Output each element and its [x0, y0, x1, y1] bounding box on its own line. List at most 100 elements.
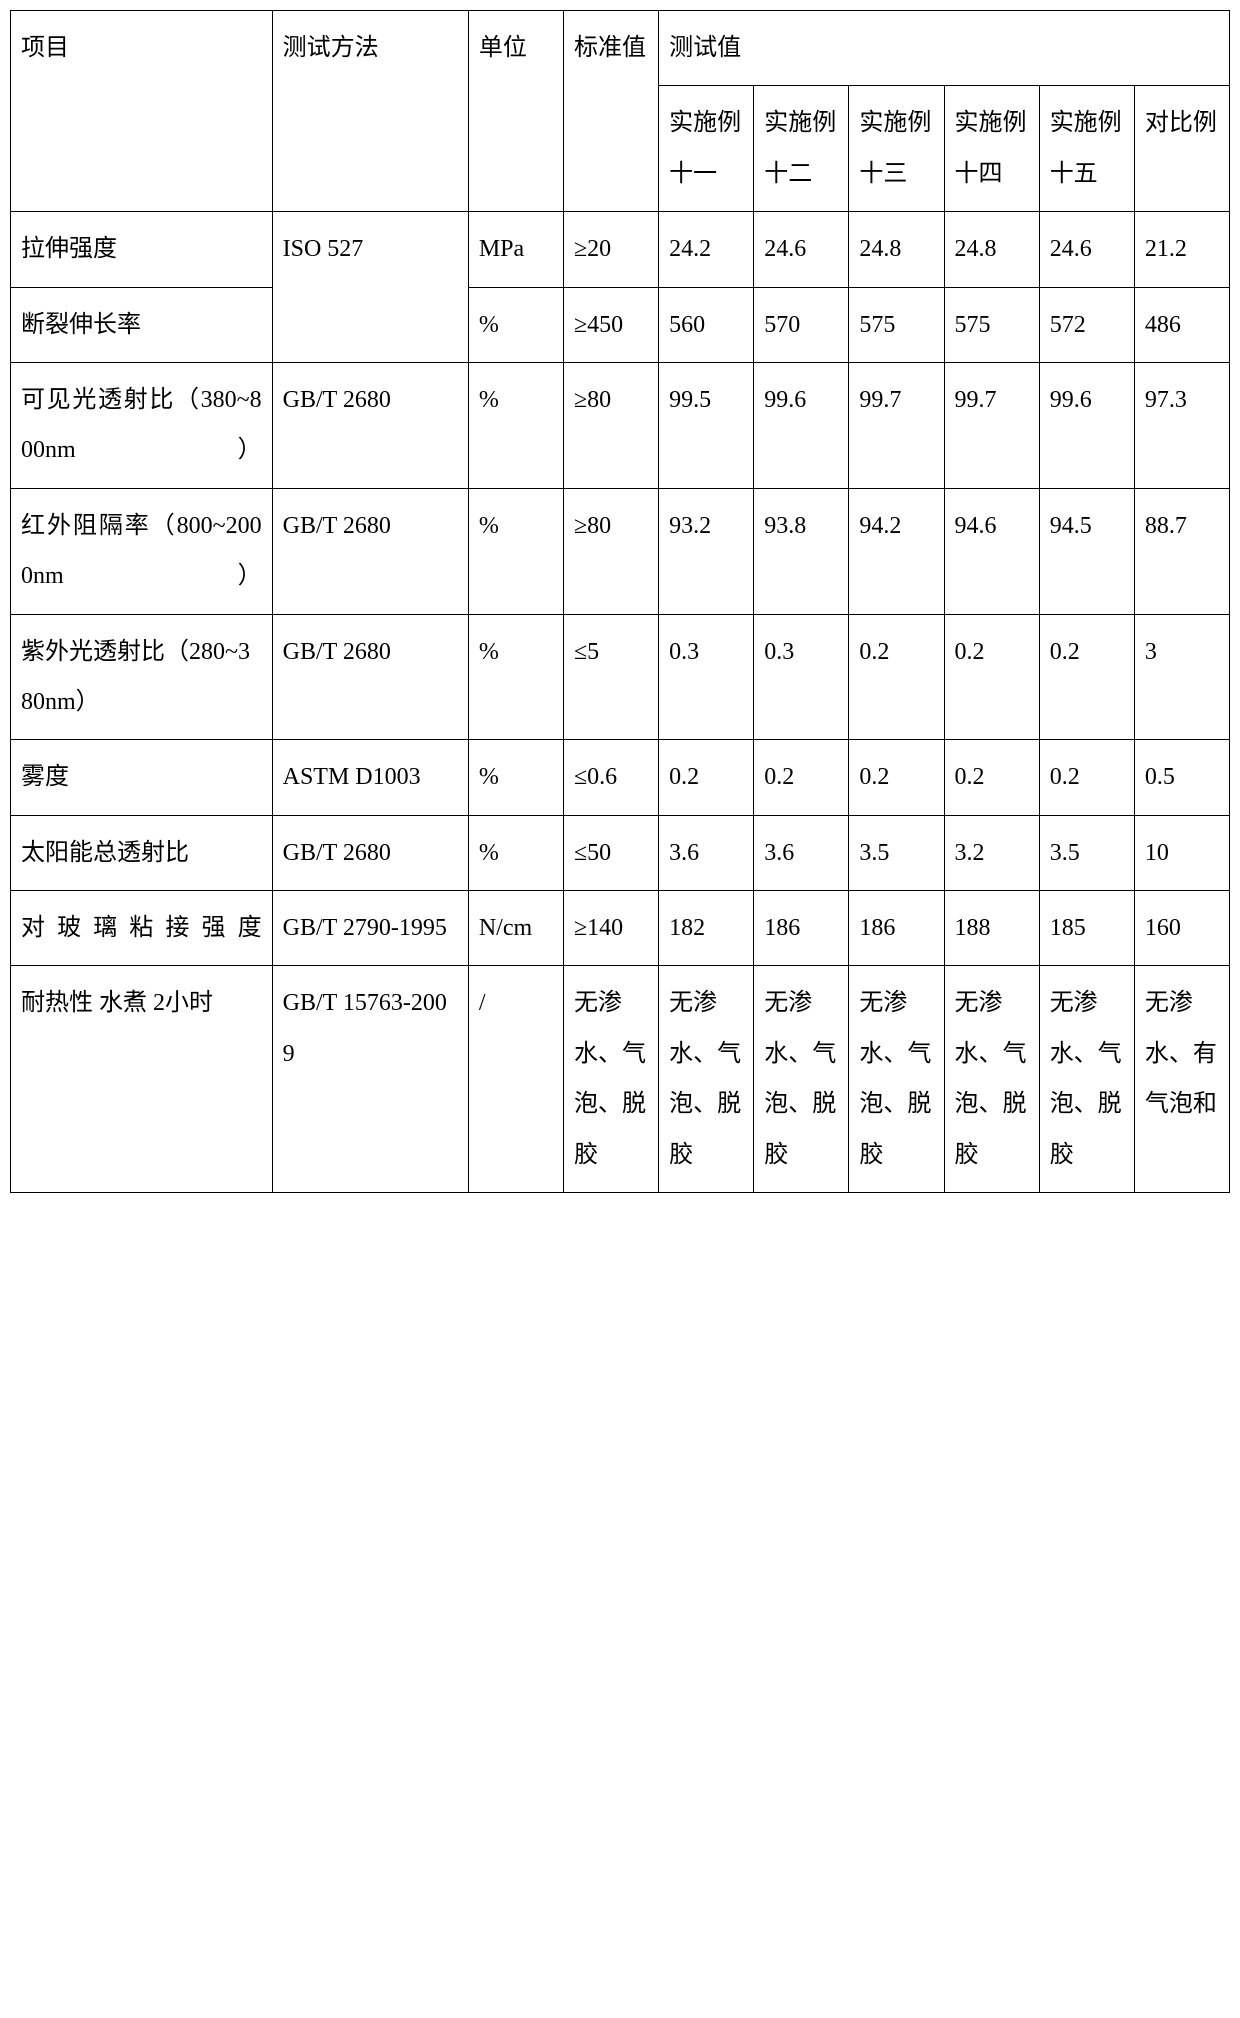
cell-value: 0.2: [944, 740, 1039, 815]
cell-value: 94.6: [944, 488, 1039, 614]
hdr-col-ex14: 实施例十四: [944, 86, 1039, 212]
cell-value: 0.3: [754, 614, 849, 740]
cell-value: 0.2: [944, 614, 1039, 740]
cell-value: 185: [1039, 891, 1134, 966]
cell-value: 24.6: [754, 212, 849, 287]
hdr-col-ex11: 实施例十一: [659, 86, 754, 212]
hdr-std: 标准值: [563, 11, 658, 212]
cell-value: 0.2: [754, 740, 849, 815]
cell-project: 对玻璃粘接强度: [11, 891, 273, 966]
cell-value: 570: [754, 287, 849, 362]
cell-value: 无渗水、气泡、脱胶: [849, 966, 944, 1193]
cell-std: ≤0.6: [563, 740, 658, 815]
cell-unit: %: [468, 740, 563, 815]
hdr-col-ex15: 实施例十五: [1039, 86, 1134, 212]
cell-value: 99.5: [659, 362, 754, 488]
hdr-values-group: 测试值: [659, 11, 1230, 86]
table-row: 太阳能总透射比 GB/T 2680 % ≤50 3.6 3.6 3.5 3.2 …: [11, 815, 1230, 890]
cell-value: 182: [659, 891, 754, 966]
cell-std: ≤5: [563, 614, 658, 740]
cell-method: GB/T 2680: [272, 362, 468, 488]
cell-unit: %: [468, 287, 563, 362]
cell-value: 186: [754, 891, 849, 966]
cell-value: 99.7: [944, 362, 1039, 488]
hdr-project: 项目: [11, 11, 273, 212]
cell-value: 560: [659, 287, 754, 362]
spec-table: 项目 测试方法 单位 标准值 测试值 实施例十一 实施例十二 实施例十三 实施例…: [10, 10, 1230, 1193]
cell-value: 0.2: [1039, 614, 1134, 740]
cell-value: 0.2: [849, 614, 944, 740]
cell-value: 575: [849, 287, 944, 362]
hdr-unit: 单位: [468, 11, 563, 212]
cell-value: 24.8: [944, 212, 1039, 287]
cell-std: ≤50: [563, 815, 658, 890]
cell-method: ASTM D1003: [272, 740, 468, 815]
cell-value: 486: [1134, 287, 1229, 362]
cell-project: 拉伸强度: [11, 212, 273, 287]
hdr-col-comp: 对比例: [1134, 86, 1229, 212]
cell-project: 雾度: [11, 740, 273, 815]
table-row: 可见光透射比（380~800nm） GB/T 2680 % ≥80 99.5 9…: [11, 362, 1230, 488]
cell-value: 0.5: [1134, 740, 1229, 815]
cell-value: 10: [1134, 815, 1229, 890]
table-row: 断裂伸长率 % ≥450 560 570 575 575 572 486: [11, 287, 1230, 362]
cell-project: 断裂伸长率: [11, 287, 273, 362]
cell-value: 99.6: [754, 362, 849, 488]
cell-unit: %: [468, 362, 563, 488]
cell-value: 99.7: [849, 362, 944, 488]
cell-std: ≥140: [563, 891, 658, 966]
cell-std: ≥450: [563, 287, 658, 362]
cell-value: 93.2: [659, 488, 754, 614]
cell-unit: /: [468, 966, 563, 1193]
cell-value: 99.6: [1039, 362, 1134, 488]
cell-method: GB/T 2790-1995: [272, 891, 468, 966]
cell-value: 24.8: [849, 212, 944, 287]
cell-method: GB/T 2680: [272, 614, 468, 740]
cell-value: 无渗水、气泡、脱胶: [659, 966, 754, 1193]
cell-project: 紫外光透射比（280~380nm）: [11, 614, 273, 740]
cell-value: 24.6: [1039, 212, 1134, 287]
table-row: 耐热性 水煮 2小时 GB/T 15763-2009 / 无渗水、气泡、脱胶 无…: [11, 966, 1230, 1193]
cell-project: 可见光透射比（380~800nm）: [11, 362, 273, 488]
hdr-col-ex13: 实施例十三: [849, 86, 944, 212]
header-row-1: 项目 测试方法 单位 标准值 测试值: [11, 11, 1230, 86]
cell-std: 无渗水、气泡、脱胶: [563, 966, 658, 1193]
cell-value: 0.2: [1039, 740, 1134, 815]
cell-value: 3.5: [849, 815, 944, 890]
cell-value: 21.2: [1134, 212, 1229, 287]
cell-value: 93.8: [754, 488, 849, 614]
table-row: 红外阻隔率（800~2000nm） GB/T 2680 % ≥80 93.2 9…: [11, 488, 1230, 614]
cell-value: 无渗水、气泡、脱胶: [944, 966, 1039, 1193]
cell-value: 160: [1134, 891, 1229, 966]
table-row: 紫外光透射比（280~380nm） GB/T 2680 % ≤5 0.3 0.3…: [11, 614, 1230, 740]
cell-value: 无渗水、气泡、脱胶: [754, 966, 849, 1193]
cell-unit: %: [468, 488, 563, 614]
cell-value: 24.2: [659, 212, 754, 287]
cell-value: 88.7: [1134, 488, 1229, 614]
cell-value: 3.2: [944, 815, 1039, 890]
cell-project: 红外阻隔率（800~2000nm）: [11, 488, 273, 614]
cell-project: 耐热性 水煮 2小时: [11, 966, 273, 1193]
cell-method: GB/T 2680: [272, 815, 468, 890]
cell-std: ≥20: [563, 212, 658, 287]
cell-value: 97.3: [1134, 362, 1229, 488]
table-row: 对玻璃粘接强度 GB/T 2790-1995 N/cm ≥140 182 186…: [11, 891, 1230, 966]
cell-value: 0.2: [659, 740, 754, 815]
cell-value: 575: [944, 287, 1039, 362]
cell-value: 3: [1134, 614, 1229, 740]
page: 项目 测试方法 单位 标准值 测试值 实施例十一 实施例十二 实施例十三 实施例…: [0, 0, 1240, 1203]
cell-value: 188: [944, 891, 1039, 966]
table-row: 雾度 ASTM D1003 % ≤0.6 0.2 0.2 0.2 0.2 0.2…: [11, 740, 1230, 815]
cell-std: ≥80: [563, 362, 658, 488]
cell-value: 3.5: [1039, 815, 1134, 890]
cell-value: 0.3: [659, 614, 754, 740]
cell-method: ISO 527: [272, 212, 468, 363]
cell-value: 无渗水、气泡、脱胶: [1039, 966, 1134, 1193]
hdr-col-ex12: 实施例十二: [754, 86, 849, 212]
cell-method: GB/T 15763-2009: [272, 966, 468, 1193]
cell-value: 0.2: [849, 740, 944, 815]
cell-value: 94.2: [849, 488, 944, 614]
cell-unit: MPa: [468, 212, 563, 287]
cell-value: 186: [849, 891, 944, 966]
cell-value: 572: [1039, 287, 1134, 362]
